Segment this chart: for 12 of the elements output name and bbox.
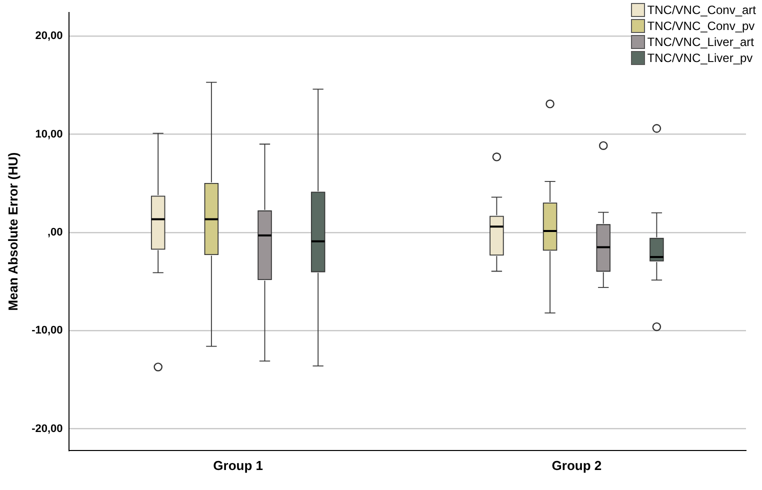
y-tick-label: -10,00 — [32, 324, 63, 337]
legend-label: TNC/VNC_Conv_art — [647, 3, 756, 17]
y-tick-label: 10,00 — [35, 128, 63, 140]
legend-label: TNC/VNC_Liver_art — [647, 35, 754, 49]
y-tick-label: 20,00 — [35, 30, 63, 42]
y-tick-label: -20,00 — [32, 422, 63, 435]
x-tick-label: Group 2 — [552, 458, 602, 473]
x-tick-label: Group 1 — [213, 458, 264, 473]
y-axis-title: Mean Absolute Error (HU) — [5, 152, 20, 311]
y-tick-label: ,00 — [47, 226, 63, 239]
legend-label: TNC/VNC_Conv_pv — [647, 19, 755, 33]
legend-label: TNC/VNC_Liver_pv — [647, 51, 753, 65]
